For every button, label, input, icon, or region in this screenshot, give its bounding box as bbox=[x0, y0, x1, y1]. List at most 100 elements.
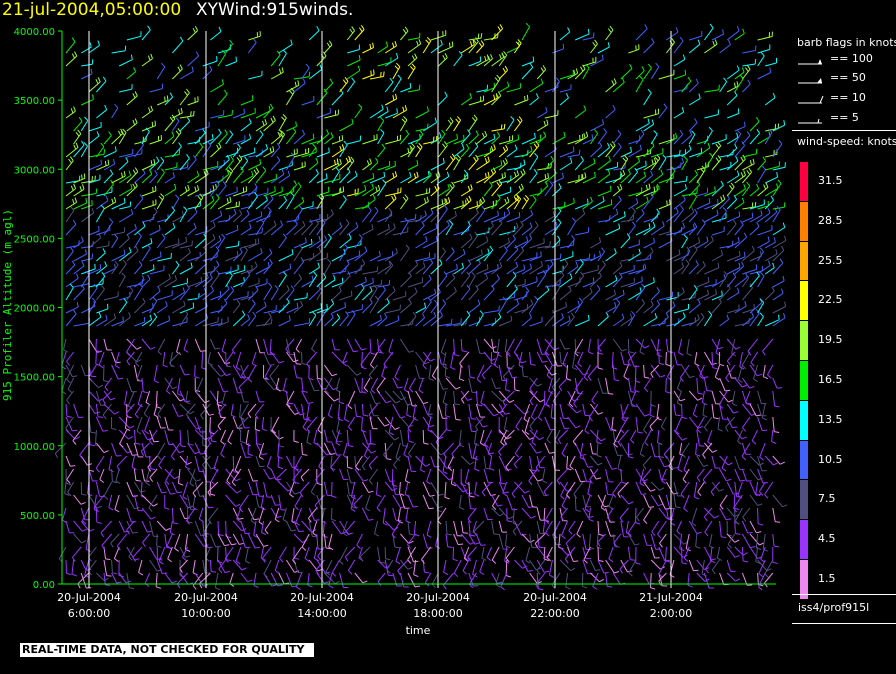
wind-barb bbox=[81, 507, 90, 525]
wind-barb bbox=[481, 364, 492, 380]
wind-barb bbox=[308, 520, 318, 538]
wind-barb bbox=[582, 264, 599, 275]
wind-barb bbox=[666, 149, 681, 158]
wind-barb bbox=[308, 236, 321, 249]
wind-barb bbox=[192, 559, 198, 576]
wind-barb bbox=[742, 201, 757, 210]
wind-barb bbox=[111, 260, 119, 275]
wind-barb bbox=[407, 259, 419, 275]
speed-swatch bbox=[800, 162, 808, 201]
wind-barb bbox=[404, 481, 410, 498]
wind-barb bbox=[582, 494, 591, 508]
wind-barb bbox=[323, 364, 337, 377]
wind-barb bbox=[734, 28, 745, 41]
wind-barb bbox=[737, 429, 743, 445]
wind-barb bbox=[764, 237, 776, 249]
wind-barb bbox=[278, 195, 288, 210]
wind-barb bbox=[339, 155, 352, 171]
wind-barb bbox=[772, 139, 783, 158]
wind-barb bbox=[100, 520, 112, 538]
wind-barb bbox=[233, 265, 246, 275]
wind-barb bbox=[572, 429, 584, 446]
wind-barb bbox=[727, 250, 741, 262]
wind-barb bbox=[686, 338, 692, 356]
wind-barb bbox=[346, 77, 356, 93]
wind-barb bbox=[118, 572, 131, 584]
wind-barb bbox=[88, 390, 104, 402]
wind-barb bbox=[314, 494, 325, 510]
wind-barb bbox=[597, 42, 610, 54]
x-tick-time: 6:00:00 bbox=[68, 607, 110, 620]
wind-barb bbox=[696, 277, 710, 288]
wind-barb bbox=[658, 507, 673, 520]
wind-barb bbox=[217, 559, 231, 574]
wind-barb bbox=[567, 277, 581, 288]
wind-barb bbox=[734, 272, 748, 288]
wind-barb bbox=[559, 157, 573, 171]
wind-barb bbox=[111, 249, 126, 262]
wind-barb bbox=[377, 285, 386, 301]
wind-barb bbox=[612, 289, 625, 301]
wind-barb bbox=[384, 559, 394, 577]
speed-label: 7.5 bbox=[818, 492, 836, 506]
wind-barb bbox=[65, 183, 77, 197]
wind-barb bbox=[460, 39, 475, 54]
wind-barb bbox=[513, 116, 523, 132]
wind-barb bbox=[727, 533, 736, 549]
wind-barb bbox=[399, 572, 409, 588]
wind-barb bbox=[301, 351, 307, 366]
wind-barb bbox=[392, 377, 403, 389]
wind-barb bbox=[210, 26, 222, 41]
wind-barb bbox=[627, 520, 637, 538]
wind-barb bbox=[301, 533, 310, 551]
wind-barb bbox=[726, 219, 737, 236]
wind-barb bbox=[126, 338, 135, 357]
wind-barb bbox=[639, 442, 645, 458]
wind-barb bbox=[406, 403, 412, 418]
wind-barb bbox=[301, 63, 310, 80]
wind-barb bbox=[529, 390, 538, 406]
wind-barb bbox=[415, 262, 426, 275]
wind-barb bbox=[514, 94, 529, 106]
wind-barb bbox=[103, 403, 120, 415]
wind-barb bbox=[293, 78, 306, 93]
wind-barb bbox=[301, 377, 308, 393]
wind-barb bbox=[330, 507, 337, 522]
wind-barb bbox=[102, 403, 112, 420]
wind-barb bbox=[301, 147, 317, 158]
wind-barb bbox=[141, 274, 151, 288]
wind-barb bbox=[187, 51, 200, 67]
wind-barb bbox=[134, 403, 143, 419]
wind-barb bbox=[650, 494, 664, 507]
wind-barb bbox=[582, 455, 593, 468]
wind-barb bbox=[589, 468, 599, 484]
wind-barb bbox=[278, 481, 293, 492]
wind-barb bbox=[263, 194, 274, 210]
wind-barb bbox=[115, 468, 121, 484]
wind-barb bbox=[491, 494, 503, 507]
wind-barb bbox=[483, 338, 497, 349]
wind-barb bbox=[295, 572, 303, 591]
wind-barb bbox=[73, 236, 84, 249]
wind-barb bbox=[596, 429, 602, 445]
wind-barb bbox=[185, 390, 191, 405]
wind-barb bbox=[422, 274, 432, 288]
wind-barb bbox=[301, 442, 308, 456]
wind-barb bbox=[347, 304, 363, 314]
wind-barb bbox=[415, 142, 423, 158]
wind-barb bbox=[164, 377, 178, 390]
wind-barb bbox=[703, 507, 713, 522]
wind-barb bbox=[400, 129, 410, 145]
wind-barb bbox=[639, 468, 645, 487]
wind-barb bbox=[88, 312, 102, 327]
wind-barb bbox=[95, 429, 101, 447]
wind-barb bbox=[164, 572, 177, 584]
wind-barb bbox=[359, 546, 371, 562]
wind-barb bbox=[308, 507, 320, 521]
wind-barb bbox=[734, 220, 744, 236]
wind-barb bbox=[521, 209, 534, 223]
wind-barb bbox=[726, 156, 739, 171]
wind-barb bbox=[620, 351, 630, 366]
wind-barb bbox=[384, 223, 396, 236]
wind-barb bbox=[643, 481, 656, 492]
